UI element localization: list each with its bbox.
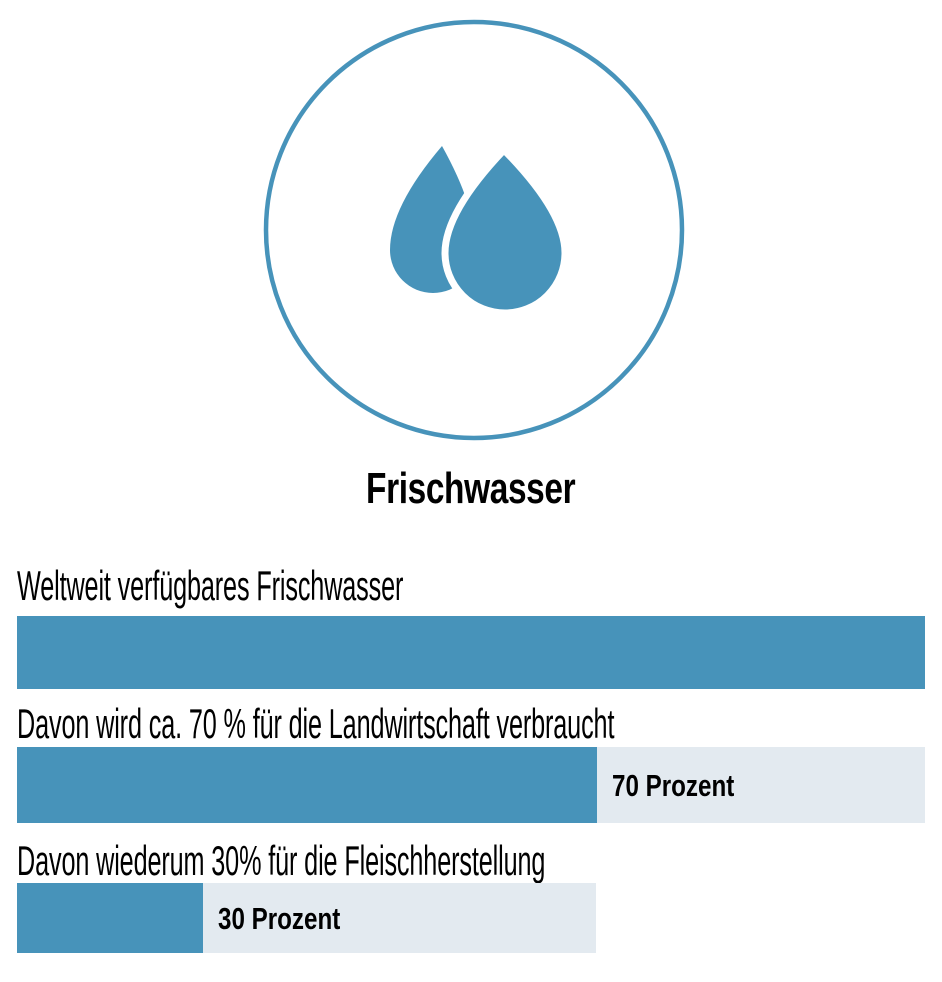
page-title: Frischwasser: [0, 467, 942, 511]
icon-circle-outline: [263, 19, 685, 441]
bar-value-label: 30 Prozent: [217, 900, 341, 936]
bar-fill: [17, 747, 598, 823]
water-drop-front: [441, 144, 569, 317]
bar-fill: [17, 883, 203, 953]
bar-track: 70 Prozent: [17, 747, 925, 823]
bar-label-agriculture: Davon wird ca. 70 % für die Landwirtscha…: [17, 700, 615, 747]
water-drops-icon: [263, 19, 685, 441]
bar-track: 30 Prozent: [17, 883, 597, 953]
bar-fill: [17, 616, 925, 689]
page-title-text: Frischwasser: [366, 464, 576, 513]
bar-track: [17, 616, 925, 689]
bar-value-label: 70 Prozent: [612, 767, 735, 803]
bar-label-meat: Davon wiederum 30% für die Fleischherste…: [17, 837, 546, 884]
bar-label-total: Weltweit verfügbares Frischwasser: [17, 562, 404, 609]
